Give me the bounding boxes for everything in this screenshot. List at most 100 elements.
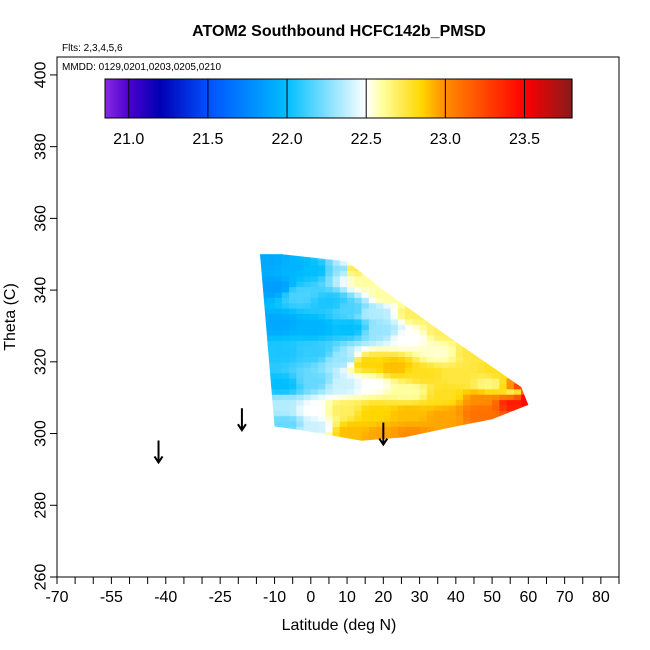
- heatmap-cell: [499, 324, 508, 331]
- heatmap-cell: [274, 377, 283, 384]
- heatmap-cell: [426, 410, 435, 417]
- colorbar-cell: [367, 79, 371, 118]
- colorbar-cell: [361, 79, 365, 118]
- heatmap-cell: [267, 394, 276, 401]
- heatmap-cell: [347, 399, 355, 406]
- heatmap-cell: [325, 426, 334, 433]
- heatmap-cell: [260, 313, 268, 320]
- heatmap-cell: [354, 415, 363, 422]
- heatmap-cell: [506, 372, 515, 379]
- heatmap-cell: [275, 243, 283, 249]
- heatmap-cell: [528, 362, 536, 368]
- x-tick-label: 10: [338, 589, 356, 606]
- colorbar-cell: [295, 79, 299, 118]
- heatmap-cell: [289, 437, 297, 441]
- heatmap-cell: [419, 254, 428, 255]
- heatmap-cell: [470, 334, 479, 341]
- heatmap-cell: [448, 270, 457, 277]
- heatmap-cell: [528, 437, 536, 443]
- x-tick-label: 40: [447, 589, 465, 606]
- heatmap-cell: [325, 313, 334, 320]
- heatmap-cell: [347, 313, 355, 320]
- heatmap-cell: [310, 281, 319, 288]
- colorbar-cell: [225, 79, 229, 118]
- heatmap-cell: [455, 281, 464, 288]
- heatmap-cell: [448, 410, 457, 417]
- colorbar-cell: [357, 79, 361, 118]
- heatmap-cell: [470, 243, 478, 249]
- heatmap-cell: [419, 286, 428, 293]
- heatmap-cell: [397, 254, 406, 255]
- heatmap-cell: [419, 281, 428, 288]
- heatmap-cell: [296, 415, 305, 422]
- heatmap-cell: [455, 318, 464, 325]
- colorbar-cell: [412, 79, 415, 118]
- heatmap-cell: [303, 415, 312, 422]
- heatmap-cell: [513, 383, 522, 390]
- heatmap-cell: [492, 334, 500, 341]
- heatmap-cell: [281, 426, 290, 433]
- colorbar-cell: [519, 79, 523, 118]
- heatmap-cell: [536, 383, 544, 389]
- heatmap-cell: [390, 361, 399, 368]
- heatmap-cell: [528, 443, 536, 449]
- heatmap-cell: [296, 443, 304, 449]
- heatmap-cell: [536, 410, 544, 416]
- heatmap-cell: [441, 340, 450, 347]
- heatmap-cell: [412, 318, 421, 325]
- heatmap-cell: [426, 399, 435, 406]
- heatmap-cell: [332, 291, 341, 298]
- colorbar-cell: [163, 79, 166, 118]
- heatmap-cell: [289, 372, 297, 379]
- heatmap-cell: [470, 377, 479, 384]
- heatmap-cell: [441, 361, 450, 368]
- heatmap-cell: [405, 351, 413, 358]
- heatmap-cell: [296, 372, 305, 379]
- heatmap-cell: [426, 254, 435, 255]
- heatmap-cell: [383, 388, 392, 395]
- heatmap-cell: [376, 270, 384, 277]
- heatmap-cell: [332, 334, 341, 341]
- heatmap-cell: [368, 377, 377, 384]
- heatmap-cell: [303, 351, 312, 358]
- heatmap-cell: [521, 286, 529, 293]
- heatmap-cell: [463, 302, 471, 309]
- colorbar-cell: [488, 79, 491, 118]
- heatmap-cell: [470, 329, 479, 336]
- heatmap-cell: [397, 367, 406, 374]
- colorbar-cell: [143, 79, 147, 118]
- heatmap-cell: [513, 431, 522, 438]
- heatmap-cell: [419, 270, 428, 277]
- heatmap-cell: [448, 372, 457, 379]
- colorbar-cell: [227, 79, 231, 118]
- colorbar-cell: [256, 79, 260, 118]
- heatmap-cell: [274, 254, 283, 261]
- heatmap-cell: [376, 254, 384, 255]
- heatmap-cell: [260, 415, 261, 422]
- heatmap-cell: [463, 340, 471, 347]
- heatmap-cell: [310, 254, 319, 255]
- heatmap-cell: [455, 377, 464, 384]
- heatmap-cell: [318, 324, 326, 331]
- heatmap-cell: [368, 361, 377, 368]
- heatmap-cell: [397, 388, 406, 395]
- heatmap-cell: [434, 383, 442, 390]
- heatmap-cell: [274, 394, 283, 401]
- heatmap-cell: [260, 318, 261, 325]
- colorbar-cell: [159, 79, 163, 118]
- heatmap-cell: [426, 340, 435, 347]
- heatmap-cell: [419, 318, 428, 325]
- colorbar-cell: [459, 79, 462, 118]
- heatmap-cell: [521, 404, 529, 411]
- heatmap-cell: [281, 324, 290, 331]
- heatmap-cell: [296, 404, 305, 411]
- heatmap-cell: [274, 297, 283, 304]
- colorbar-cell: [196, 79, 199, 118]
- heatmap-cell: [289, 313, 297, 320]
- heatmap-cell: [528, 319, 536, 325]
- heatmap-cell: [325, 291, 334, 298]
- heatmap-cell: [485, 443, 493, 449]
- heatmap-cell: [390, 318, 399, 325]
- heatmap-cell: [296, 421, 305, 427]
- heatmap-cell: [325, 377, 334, 384]
